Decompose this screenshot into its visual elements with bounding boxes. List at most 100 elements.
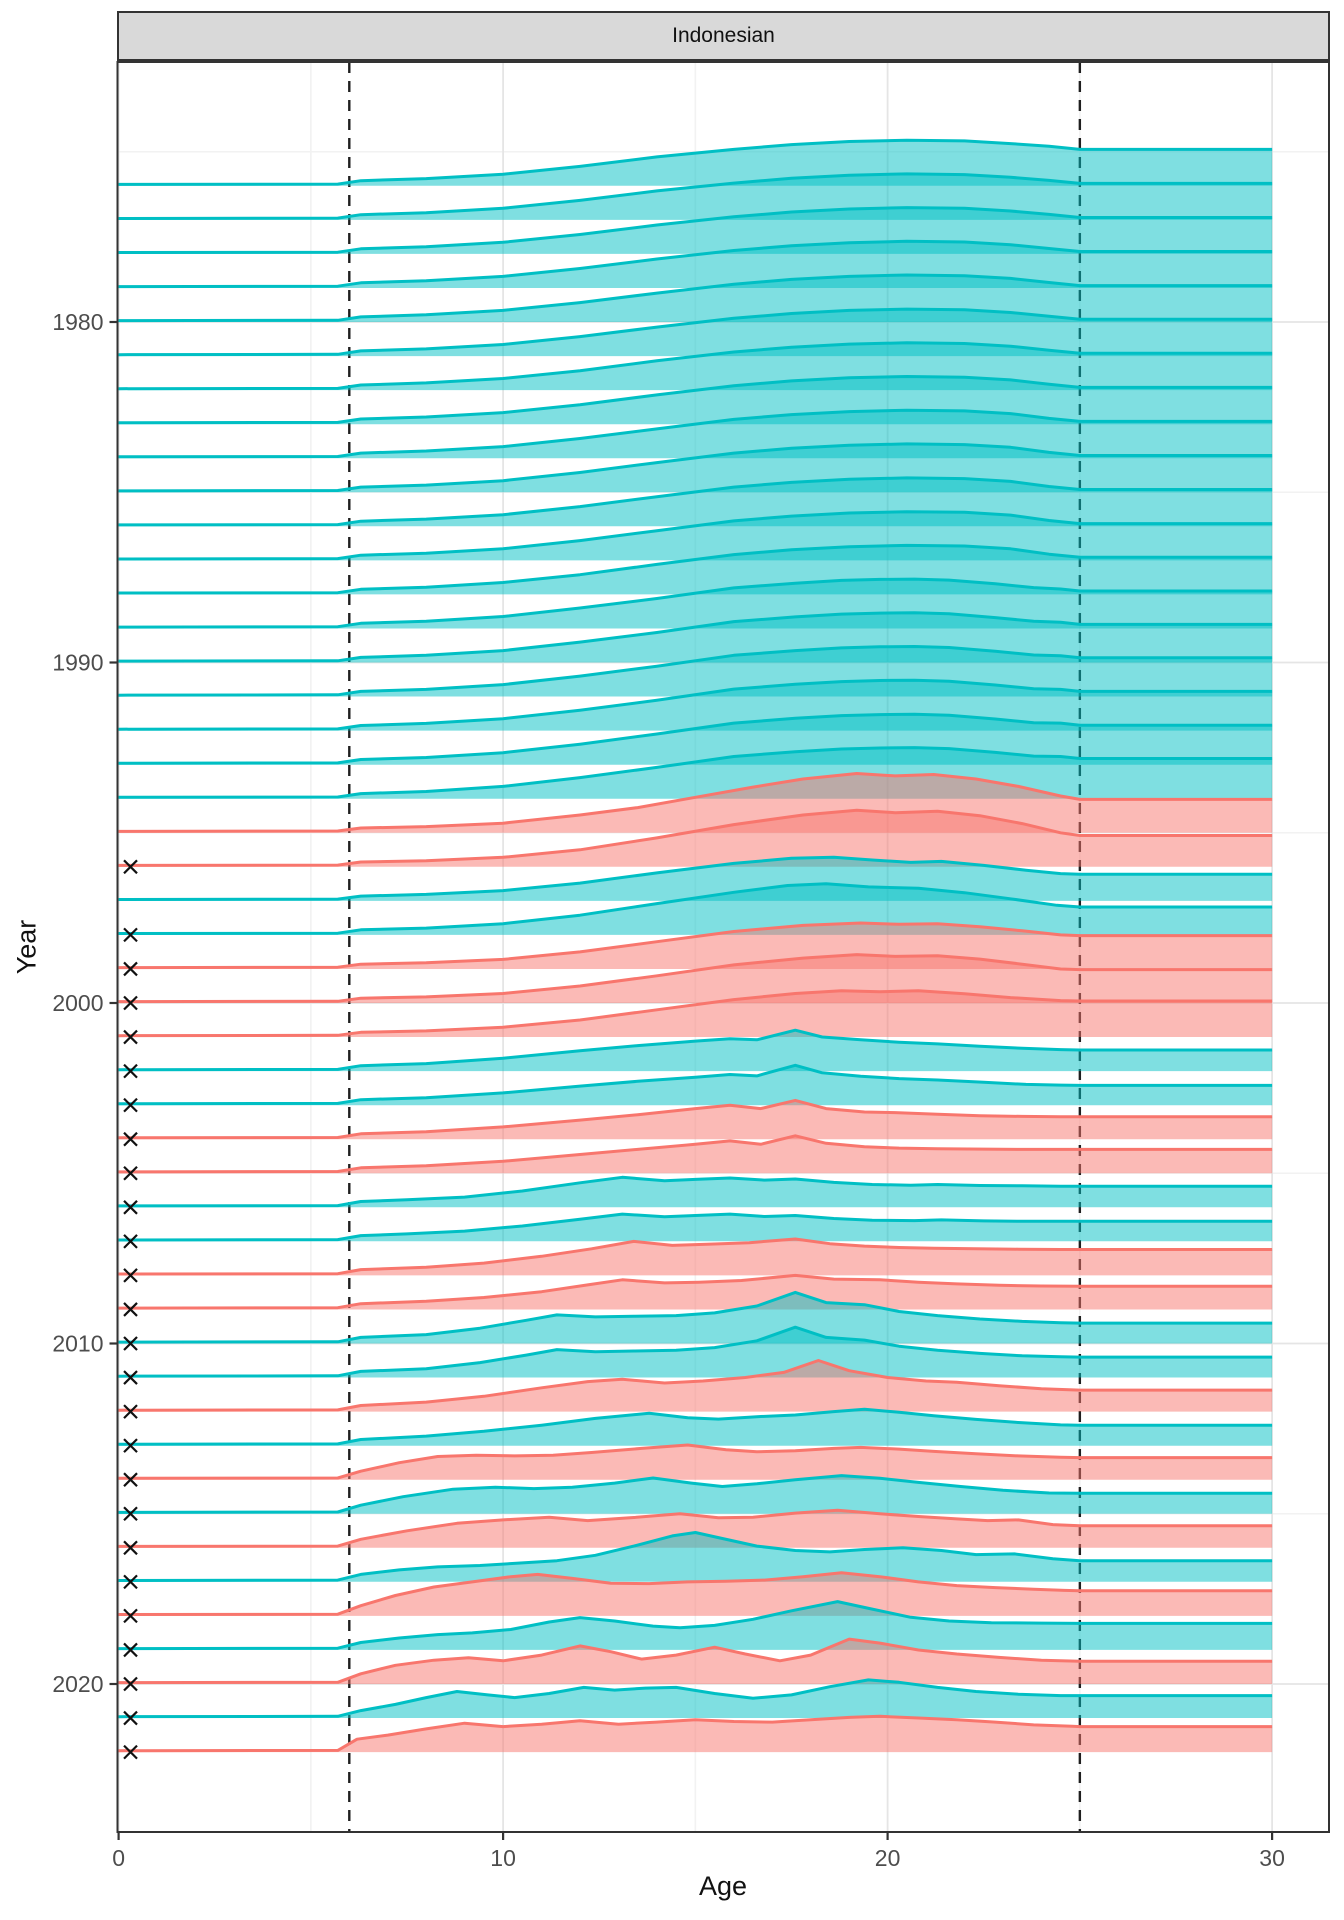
x-marker-1999 <box>123 961 138 977</box>
ridge-line-1977 <box>118 172 1273 220</box>
ridge-fill-2022 <box>118 1716 1273 1753</box>
ridge-line-1988 <box>118 543 1273 595</box>
ridge-fill-2011 <box>118 1327 1273 1378</box>
ridge-fill-1999 <box>118 923 1273 969</box>
ridge-line-2018 <box>118 1571 1273 1616</box>
x-tick-label-30: 30 <box>1259 1845 1285 1871</box>
ridge-line-1995 <box>118 772 1273 833</box>
ridge-line-1987 <box>118 510 1273 561</box>
ridge-line-2010 <box>118 1290 1273 1344</box>
ridge-fill-2015 <box>118 1475 1273 1514</box>
ridge-fill-2005 <box>118 1135 1273 1174</box>
x-marker-2001 <box>123 1029 138 1045</box>
ridge-line-1992 <box>118 678 1273 731</box>
y-tick-label-1980: 1980 <box>52 309 103 335</box>
ridge-line-1981 <box>118 307 1273 357</box>
x-marker-2009 <box>123 1302 138 1317</box>
ridge-line-1997 <box>118 855 1273 901</box>
x-marker-1996 <box>123 859 138 875</box>
x-marker-2008 <box>123 1268 138 1283</box>
ridge-line-1991 <box>118 645 1273 697</box>
ridge-fill-2003 <box>118 1065 1273 1106</box>
ridge-line-1990 <box>118 611 1273 663</box>
x-marker-2018 <box>123 1608 138 1624</box>
x-marker-2007 <box>123 1234 138 1249</box>
ridge-line-2009 <box>118 1273 1273 1310</box>
x-marker-2004 <box>123 1131 138 1147</box>
ridge-line-2002 <box>118 1028 1273 1072</box>
x-marker-2019 <box>123 1642 138 1658</box>
ridge-line-2014 <box>118 1443 1273 1480</box>
ridge-fill-2001 <box>118 990 1273 1037</box>
x-marker-2016 <box>123 1540 138 1556</box>
ridge-line-2016 <box>118 1508 1273 1548</box>
ridge-fill-2008 <box>118 1239 1273 1276</box>
x-marker-2002 <box>123 1063 138 1079</box>
ridge-line-2003 <box>118 1063 1273 1106</box>
x-marker-1998 <box>123 927 138 943</box>
ridge-fill-2016 <box>118 1510 1273 1548</box>
ridge-fill-1996 <box>118 810 1273 867</box>
x-marker-2003 <box>123 1097 138 1113</box>
x-marker-2005 <box>123 1165 138 1181</box>
ridge-fill-2021 <box>118 1679 1273 1718</box>
ridge-line-1996 <box>118 808 1273 867</box>
ridge-line-2008 <box>118 1237 1273 1276</box>
ridge-line-2007 <box>118 1212 1273 1242</box>
ridge-line-2011 <box>118 1325 1273 1378</box>
x-marker-2015 <box>123 1506 138 1522</box>
ridge-fill-2018 <box>118 1572 1273 1616</box>
ridge-fill-2000 <box>118 954 1273 1003</box>
y-tick-label-2020: 2020 <box>52 1671 103 1697</box>
ridge-fill-2013 <box>118 1409 1273 1446</box>
ridge-fill-2020 <box>118 1639 1273 1684</box>
ridge-line-2021 <box>118 1678 1273 1719</box>
ridge-line-2000 <box>118 953 1273 1004</box>
ridge-line-1994 <box>118 746 1273 799</box>
ridge-line-1982 <box>118 341 1273 391</box>
y-tick-label-1990: 1990 <box>52 650 103 676</box>
ridge-line-2006 <box>118 1175 1273 1208</box>
ridge-line-1979 <box>118 239 1273 289</box>
ridge-line-1989 <box>118 577 1273 629</box>
ridge-line-2019 <box>118 1600 1273 1651</box>
ridge-line-1976 <box>118 138 1273 186</box>
x-marker-2017 <box>123 1574 138 1590</box>
x-tick-label-10: 10 <box>490 1845 516 1871</box>
ridge-line-1978 <box>118 206 1273 254</box>
ridge-fill-2002 <box>118 1030 1273 1072</box>
ridge-line-1983 <box>118 375 1273 425</box>
x-marker-2020 <box>123 1676 138 1692</box>
x-marker-2013 <box>123 1438 138 1453</box>
x-marker-2010 <box>123 1336 138 1351</box>
x-tick-label-20: 20 <box>875 1845 901 1871</box>
x-marker-2011 <box>123 1370 138 1385</box>
y-tick-label-2000: 2000 <box>52 990 103 1016</box>
ridge-fill-2006 <box>118 1177 1273 1208</box>
x-marker-2021 <box>123 1710 138 1726</box>
ridge-line-1999 <box>118 921 1273 970</box>
x-marker-2014 <box>123 1472 138 1487</box>
ridge-line-2015 <box>118 1474 1273 1514</box>
x-marker-2022 <box>123 1744 138 1760</box>
ridge-fill-2014 <box>118 1445 1273 1480</box>
ridge-fill-2004 <box>118 1100 1273 1140</box>
ridge-line-2012 <box>118 1359 1273 1412</box>
x-marker-2012 <box>123 1404 138 1419</box>
ridge-line-2001 <box>118 989 1273 1038</box>
x-marker-2000 <box>123 995 138 1011</box>
x-axis-title: Age <box>698 1871 748 1901</box>
ridge-line-2017 <box>118 1531 1273 1582</box>
ridge-fill-2007 <box>118 1214 1273 1242</box>
ridge-line-1980 <box>118 273 1273 323</box>
y-tick-label-2010: 2010 <box>52 1331 103 1357</box>
ridge-line-1985 <box>118 442 1273 493</box>
facet-strip-label: Indonesian <box>672 24 775 47</box>
ridge-fill-2010 <box>118 1292 1273 1344</box>
ridge-line-1993 <box>118 712 1273 765</box>
ridge-line-1986 <box>118 476 1273 527</box>
ridge-fill-2012 <box>118 1360 1273 1412</box>
ridge-line-2013 <box>118 1407 1273 1446</box>
